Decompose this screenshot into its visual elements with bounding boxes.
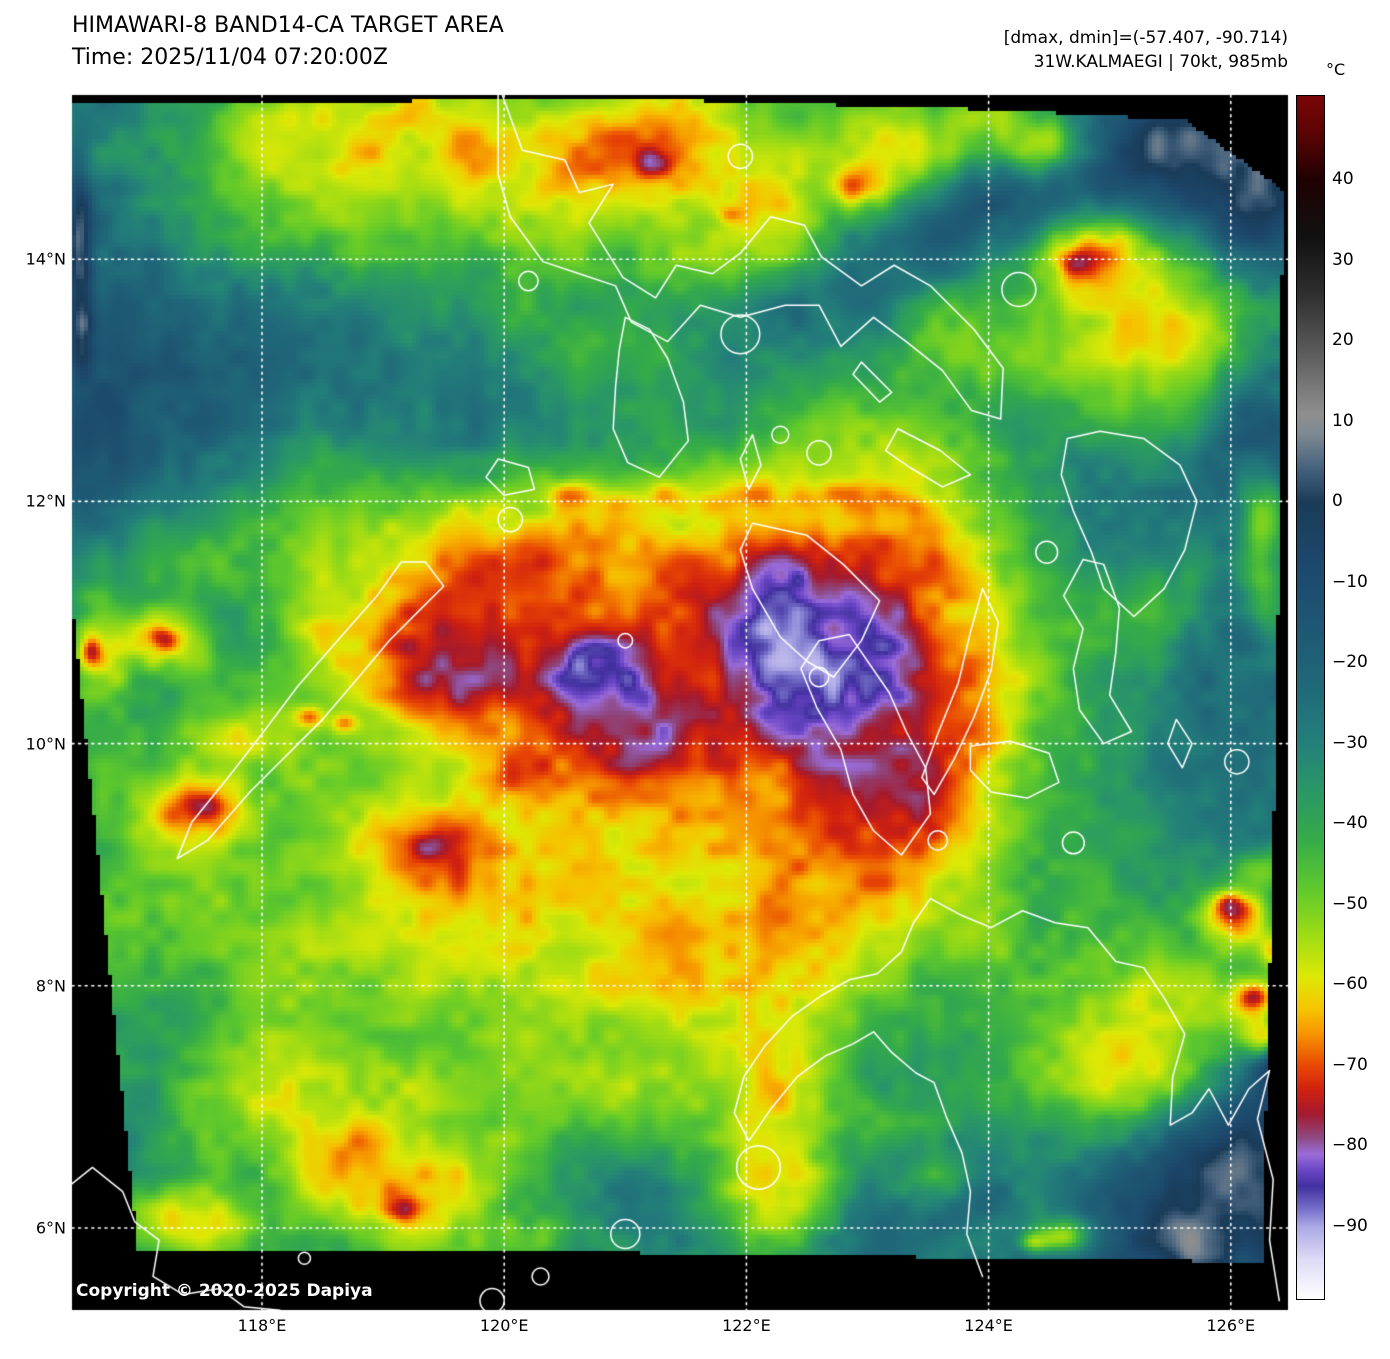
colorbar-tick-label: −20 [1332, 652, 1368, 673]
latitude-tick-label: 12°N [25, 491, 66, 511]
page-title: HIMAWARI-8 BAND14-CA TARGET AREA [72, 13, 504, 38]
colorbar-tick-label: −30 [1332, 732, 1368, 753]
latitude-tick-label: 10°N [25, 734, 66, 754]
longitude-tick-label: 122°E [722, 1316, 771, 1335]
colorbar-unit-label: °C [1326, 60, 1346, 79]
colorbar-tick-label: −80 [1332, 1135, 1368, 1156]
colorbar-tick-label: 20 [1332, 330, 1354, 351]
colorbar-tick-label: −50 [1332, 893, 1368, 914]
dmax-dmin-readout: [dmax, dmin]=(-57.407, -90.714) [1003, 28, 1288, 48]
header-block: HIMAWARI-8 BAND14-CA TARGET AREA Time: 2… [72, 10, 504, 74]
latitude-tick-label: 8°N [35, 976, 66, 996]
longitude-tick-label: 126°E [1206, 1316, 1256, 1335]
colorbar-tick-label: 40 [1332, 169, 1354, 190]
colorbar-tick-label: −70 [1332, 1054, 1368, 1075]
colorbar [1296, 95, 1325, 1300]
colorbar-tick-label: 30 [1332, 249, 1354, 270]
longitude-tick-label: 118°E [237, 1316, 287, 1335]
colorbar-tick-label: −10 [1332, 571, 1368, 592]
colorbar-tick-label: 10 [1332, 410, 1354, 431]
timestamp: Time: 2025/11/04 07:20:00Z [72, 45, 388, 70]
colorbar-tick-label: −40 [1332, 813, 1368, 834]
latitude-tick-label: 6°N [35, 1218, 66, 1238]
longitude-tick-label: 120°E [479, 1316, 529, 1335]
longitude-tick-label: 124°E [964, 1316, 1013, 1335]
storm-info-block: [dmax, dmin]=(-57.407, -90.714) 31W.KALM… [1004, 26, 1288, 74]
storm-id-readout: 31W.KALMAEGI | 70kt, 985mb [1033, 52, 1288, 72]
colorbar-tick-label: −60 [1332, 974, 1368, 995]
colorbar-tick-label: 0 [1332, 491, 1343, 512]
colorbar-tick-label: −90 [1332, 1215, 1368, 1236]
copyright-label: Copyright © 2020-2025 Dapiya [76, 1281, 373, 1301]
latitude-tick-label: 14°N [25, 249, 66, 269]
